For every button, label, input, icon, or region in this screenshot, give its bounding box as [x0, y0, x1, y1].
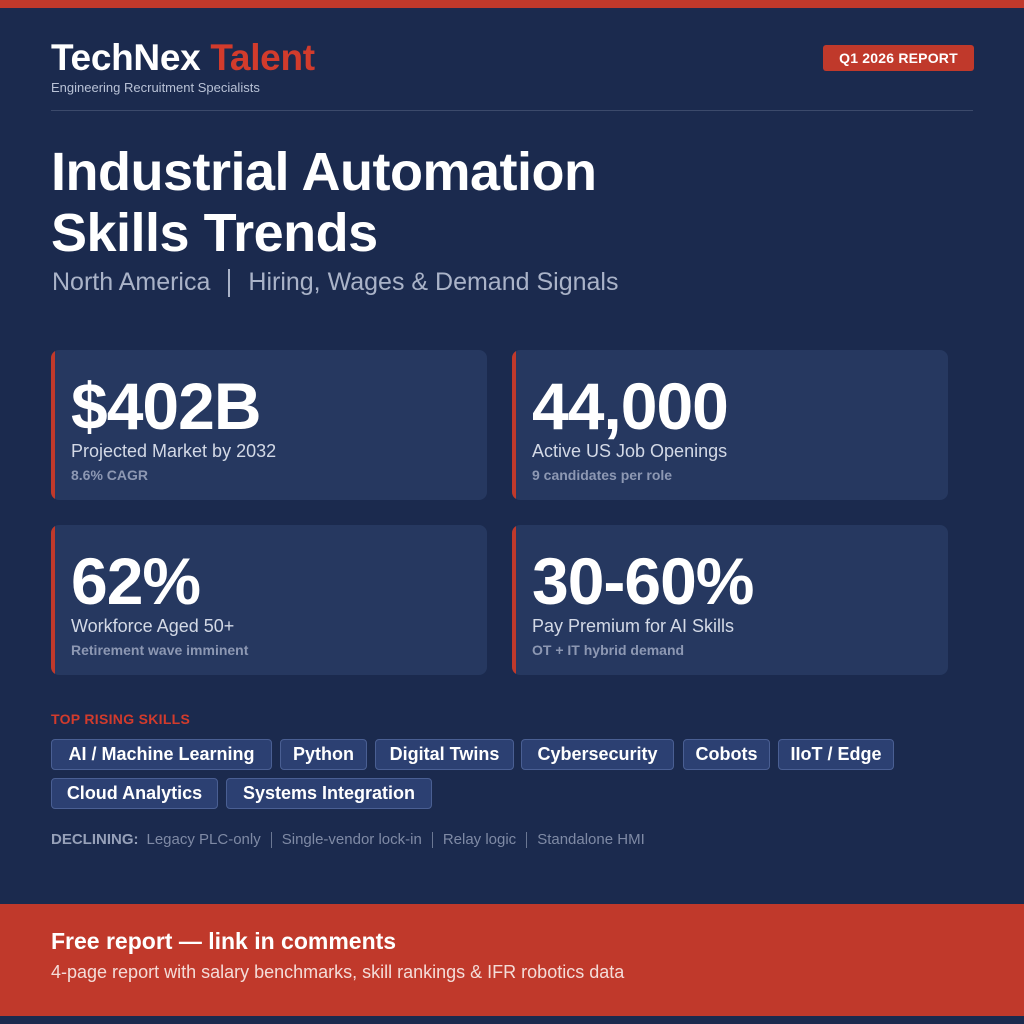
stat-card-stripe: [51, 350, 55, 500]
skill-chip-cobots: Cobots: [683, 739, 770, 770]
stat-label: Workforce Aged 50+: [71, 616, 235, 636]
stat-card-stripe: [51, 525, 55, 675]
declining-item: Standalone HMI: [537, 831, 645, 848]
report-badge: Q1 2026 REPORT: [823, 45, 974, 71]
declining-separator: [431, 831, 433, 848]
skill-chip-iiot-edge: IIoT / Edge: [778, 739, 894, 770]
declining-item: Legacy PLC-only: [146, 831, 261, 848]
declining-label: DECLINING:: [51, 831, 139, 848]
stat-card-market: $402B Projected Market by 2032 8.6% CAGR: [51, 350, 487, 500]
page-title-line1: Industrial Automation: [51, 142, 597, 202]
rising-skills-heading: TOP RISING SKILLS: [51, 711, 191, 727]
footer-text: 4-page report with salary benchmarks, sk…: [51, 962, 625, 982]
page-title-line2: Skills Trends: [51, 203, 378, 263]
stat-card-stripe: [512, 350, 516, 500]
bottom-strip: [0, 1016, 1024, 1024]
page-subtitle: North America Hiring, Wages & Demand Sig…: [52, 268, 618, 297]
top-accent-bar: [0, 0, 1024, 8]
stat-label: Pay Premium for AI Skills: [532, 616, 735, 636]
stat-label: Projected Market by 2032: [71, 441, 277, 461]
footer-title: Free report — link in comments: [51, 928, 397, 954]
declining-item: Relay logic: [442, 831, 517, 848]
declining-separator: [526, 831, 528, 848]
skill-chip-systems-integration: Systems Integration: [226, 778, 432, 809]
stat-note: 8.6% CAGR: [71, 467, 149, 483]
footer-banner: Free report — link in comments 4-page re…: [0, 904, 1024, 1016]
stat-label: Active US Job Openings: [532, 441, 728, 461]
stat-card-stripe: [512, 525, 516, 675]
stat-card-jobs: 44,000 Active US Job Openings 9 candidat…: [512, 350, 948, 500]
brand-logo: TechNex Talent: [51, 38, 315, 78]
brand-block: TechNex Talent Engineering Recruitment S…: [51, 38, 315, 96]
stat-value: 44,000: [532, 369, 729, 443]
header-divider: [51, 110, 973, 111]
brand-tagline: Engineering Recruitment Specialists: [51, 80, 260, 95]
skill-chip-ai-ml: AI / Machine Learning: [51, 739, 272, 770]
declining-item: Single-vendor lock-in: [281, 831, 422, 848]
stat-value: 62%: [71, 544, 201, 618]
skill-chip-python: Python: [280, 739, 367, 770]
brand-name-accent: Talent: [210, 37, 315, 78]
subtitle-separator: [228, 268, 231, 297]
brand-name-main: TechNex: [51, 37, 201, 78]
subtitle-topic: Hiring, Wages & Demand Signals: [248, 268, 619, 296]
declining-skills: DECLINING: Legacy PLC-only Single-vendor…: [51, 831, 645, 848]
stat-card-workforce: 62% Workforce Aged 50+ Retirement wave i…: [51, 525, 487, 675]
page-title: Industrial Automation Skills Trends: [51, 142, 597, 264]
subtitle-region: North America: [52, 268, 211, 296]
stat-note: 9 candidates per role: [532, 467, 673, 483]
skill-chip-cybersecurity: Cybersecurity: [521, 739, 674, 770]
stat-note: OT + IT hybrid demand: [532, 642, 685, 658]
stat-note: Retirement wave imminent: [71, 642, 249, 658]
stat-value: 30-60%: [532, 544, 754, 618]
declining-separator: [270, 831, 272, 848]
stat-card-pay-premium: 30-60% Pay Premium for AI Skills OT + IT…: [512, 525, 948, 675]
stat-value: $402B: [71, 369, 261, 443]
skill-chip-cloud-analytics: Cloud Analytics: [51, 778, 218, 809]
skill-chip-digital-twins: Digital Twins: [375, 739, 514, 770]
